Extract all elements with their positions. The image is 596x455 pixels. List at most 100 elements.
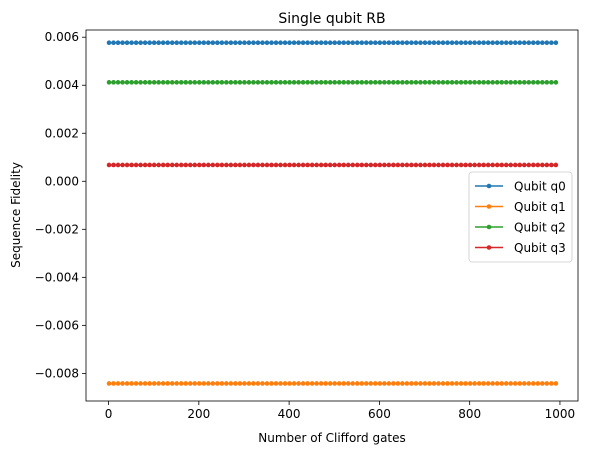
data-point [382, 40, 387, 46]
data-point [156, 381, 161, 386]
data-point [178, 80, 184, 85]
data-point [147, 162, 152, 168]
data-point [264, 80, 270, 85]
data-point [440, 40, 446, 46]
y-tick-label: 0.004 [45, 78, 79, 92]
data-point [418, 40, 423, 46]
data-point [233, 40, 238, 46]
data-point [196, 40, 202, 46]
data-point [282, 162, 288, 168]
legend-label: Qubit q3 [514, 241, 566, 255]
data-point [165, 162, 170, 168]
data-point [553, 162, 559, 168]
data-point [233, 80, 238, 85]
data-point [287, 381, 292, 386]
data-point [386, 381, 392, 386]
data-point [454, 80, 459, 85]
data-point [544, 381, 550, 386]
data-point [499, 162, 505, 168]
data-point [540, 162, 545, 168]
data-point [228, 381, 234, 386]
axes-frame [85, 29, 579, 402]
data-point [345, 162, 351, 168]
data-point [233, 162, 238, 168]
data-point [174, 80, 180, 85]
data-point [183, 381, 189, 386]
data-point [535, 162, 541, 168]
data-point [215, 162, 220, 168]
data-point [535, 40, 541, 46]
data-point [431, 80, 437, 85]
y-tick-label: −0.004 [35, 270, 79, 284]
data-point [549, 40, 554, 46]
data-point [228, 162, 234, 168]
data-point [264, 162, 270, 168]
data-point [490, 162, 495, 168]
data-point [341, 162, 347, 168]
data-point [436, 381, 441, 386]
data-point [531, 80, 536, 85]
data-point [467, 40, 473, 46]
data-point [187, 381, 193, 386]
data-point [178, 40, 184, 46]
data-point [449, 80, 455, 85]
data-point [300, 381, 306, 386]
y-axis: −0.008 −0.006 −0.004 −0.002 0.000 0.002 0.004 0… [35, 30, 86, 380]
data-point [400, 162, 405, 168]
data-point [377, 162, 383, 168]
data-point [540, 40, 545, 46]
data-point [300, 80, 306, 85]
data-point [251, 40, 256, 46]
data-point [192, 40, 198, 46]
data-point [323, 80, 328, 85]
data-point [431, 162, 437, 168]
data-point [540, 381, 545, 386]
data-point [187, 80, 193, 85]
y-tick-label: −0.006 [35, 318, 79, 332]
data-point [133, 80, 139, 85]
data-point [409, 80, 414, 85]
data-point [364, 80, 369, 85]
data-point [445, 80, 450, 85]
data-point [490, 40, 495, 46]
data-point [120, 162, 125, 168]
data-point [350, 80, 356, 85]
data-point [377, 80, 383, 85]
data-point [115, 162, 121, 168]
data-point [422, 40, 428, 46]
data-point [400, 381, 405, 386]
data-point [210, 80, 216, 85]
data-point [449, 162, 455, 168]
data-point [427, 80, 432, 85]
data-point [373, 381, 378, 386]
data-point [395, 162, 401, 168]
data-point [178, 381, 184, 386]
data-point [436, 80, 441, 85]
data-point [120, 40, 125, 46]
data-point [440, 381, 446, 386]
data-point [404, 80, 410, 85]
data-point [309, 80, 315, 85]
data-point [440, 80, 446, 85]
data-point [187, 162, 193, 168]
data-point [314, 162, 319, 168]
data-point [115, 40, 121, 46]
data-point [327, 40, 333, 46]
plot-area [106, 40, 559, 386]
data-point [246, 40, 252, 46]
data-point [305, 381, 310, 386]
data-point [111, 381, 116, 386]
data-point [517, 381, 523, 386]
data-point [526, 40, 532, 46]
data-point [345, 80, 351, 85]
data-point [553, 381, 559, 386]
data-point [526, 381, 532, 386]
data-point [409, 40, 414, 46]
data-point [354, 162, 360, 168]
data-point [138, 40, 143, 46]
data-point [481, 381, 486, 386]
data-point [386, 40, 392, 46]
data-point [409, 381, 414, 386]
data-point [147, 381, 152, 386]
data-point [206, 40, 211, 46]
